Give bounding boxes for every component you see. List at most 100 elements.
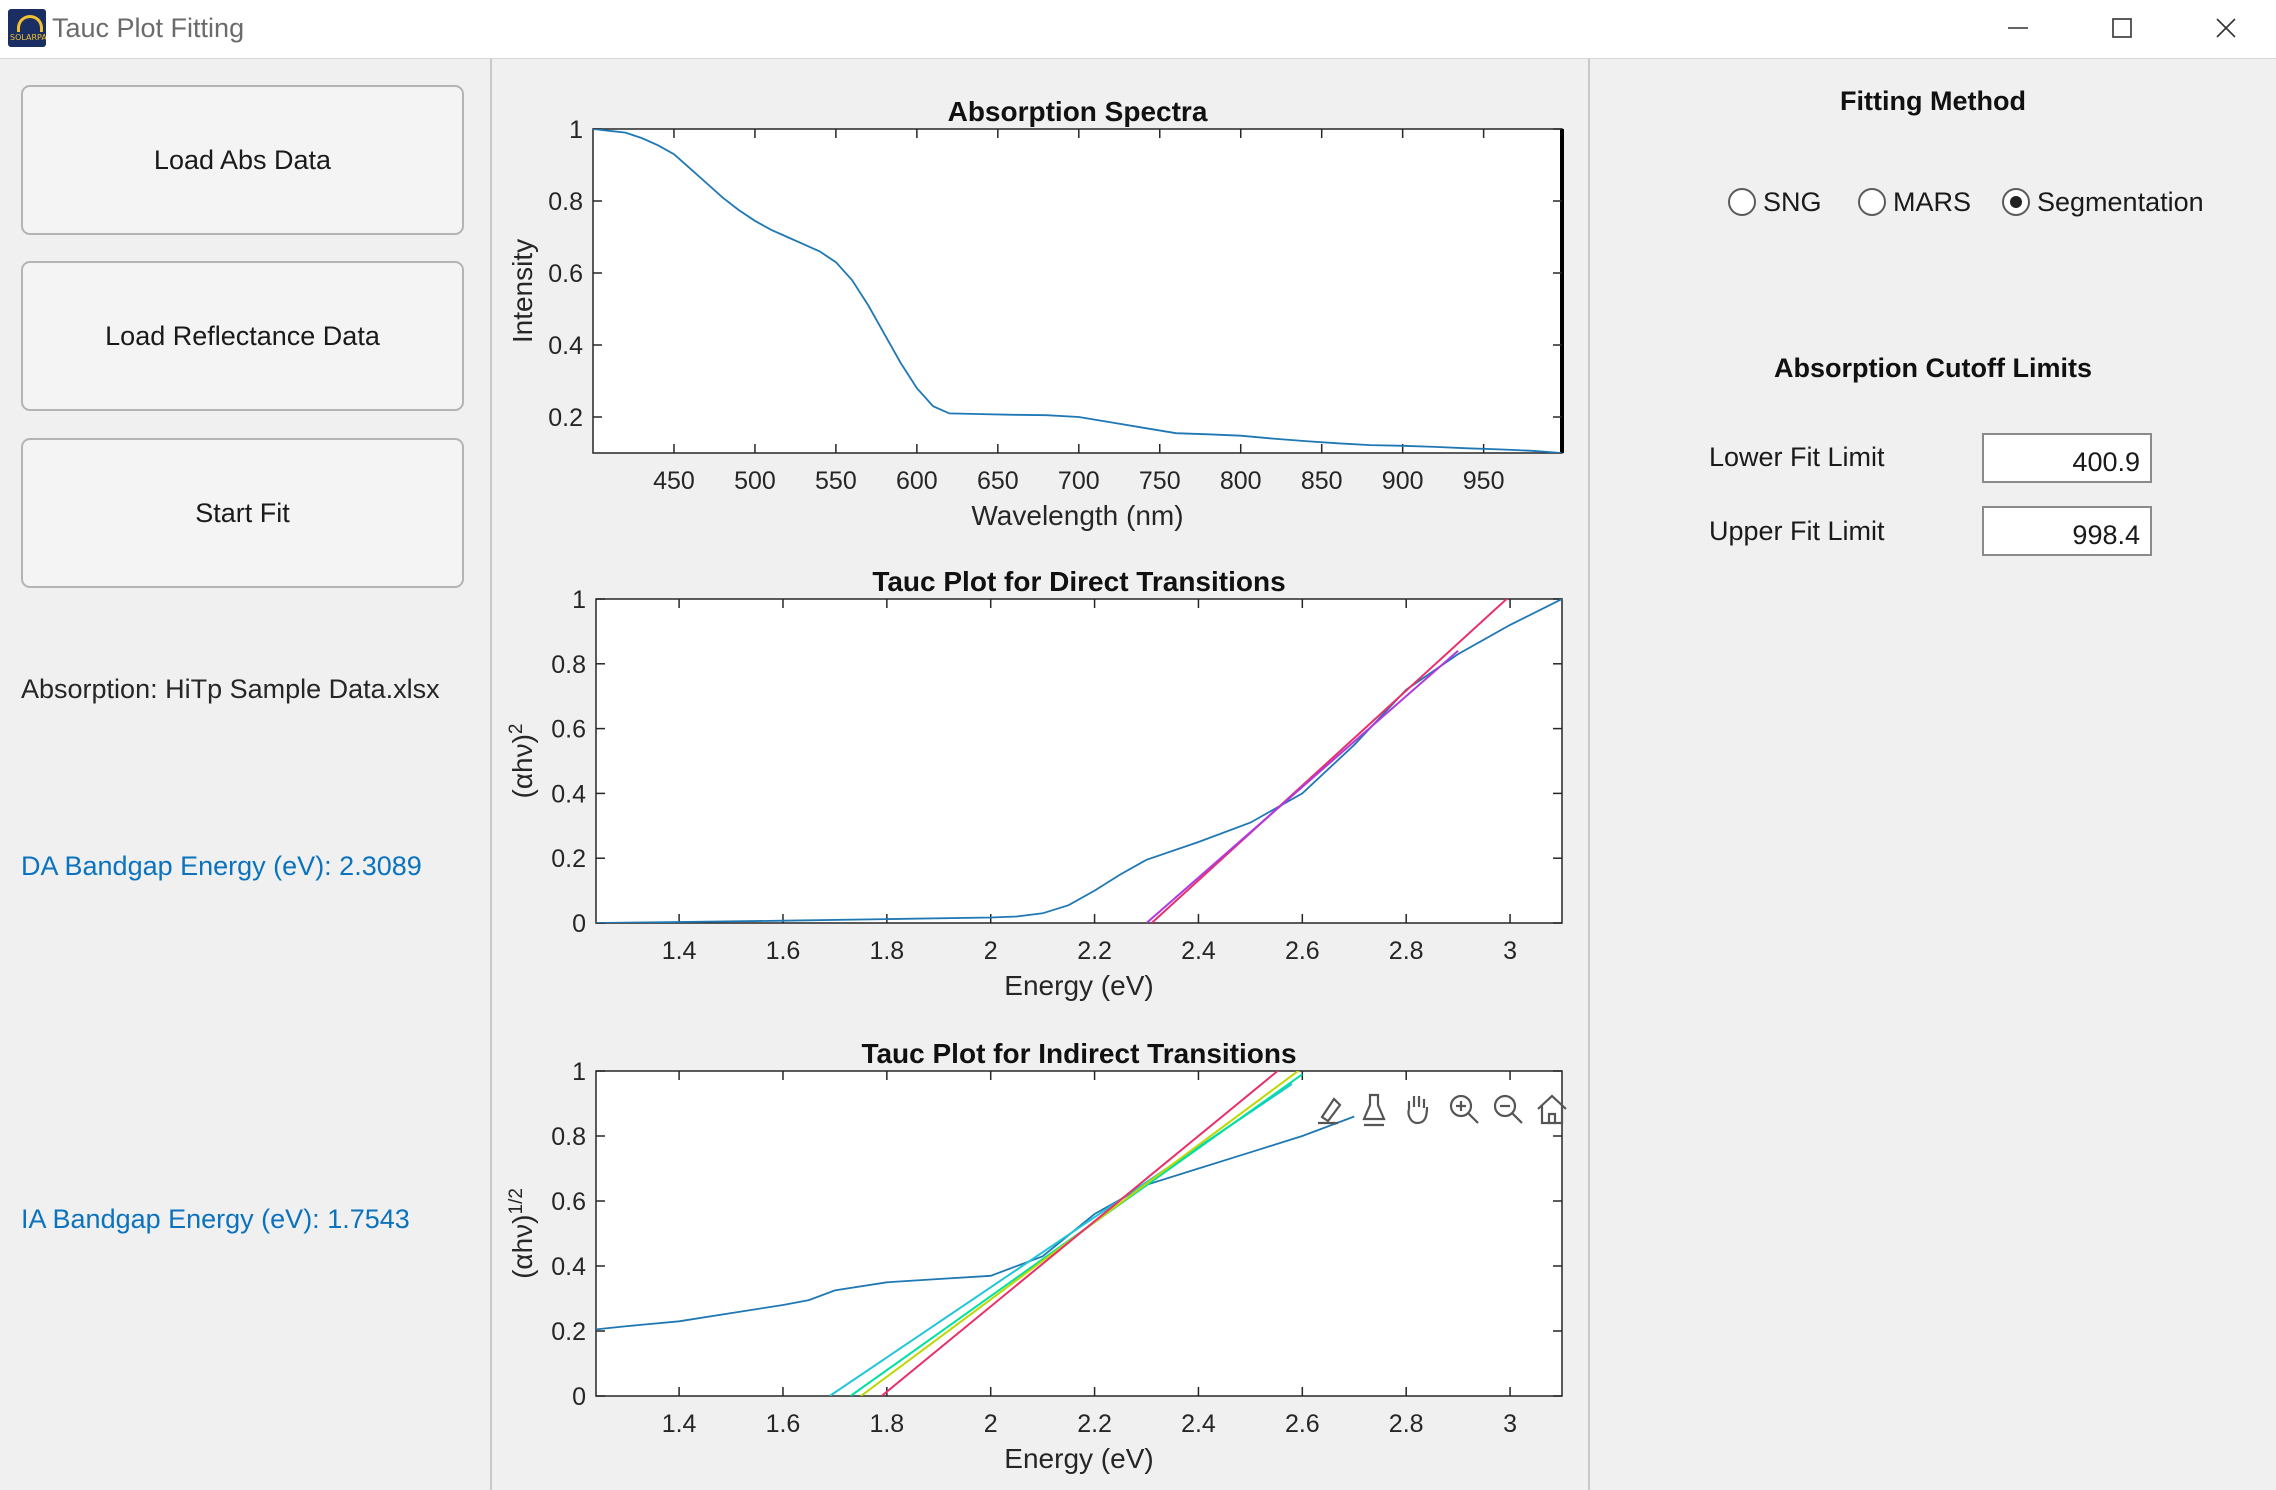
plot-area	[595, 598, 1563, 924]
y-axis-label-text: (αhν)	[507, 734, 538, 798]
chart-title: Tauc Plot for Indirect Transitions	[861, 1038, 1296, 1069]
upper-fit-limit-input[interactable]	[1982, 506, 2152, 556]
x-tick-label: 1.8	[869, 1410, 904, 1438]
y-axis-label: Intensity	[507, 239, 538, 343]
x-tick-label: 2.4	[1181, 937, 1216, 965]
x-tick-label: 3	[1503, 937, 1517, 965]
y-tick-label: 0.4	[548, 332, 583, 360]
plot-area	[592, 128, 1563, 454]
upper-fit-limit-label: Upper Fit Limit	[1709, 516, 1885, 546]
absorption-file-label: Absorption: HiTp Sample Data.xlsx	[21, 674, 440, 704]
x-tick-label: 1.8	[869, 937, 904, 965]
radio-circle-mars[interactable]	[1858, 188, 1886, 216]
maximize-icon	[2112, 18, 2132, 38]
y-tick-label: 0.6	[551, 716, 586, 744]
x-tick-label: 1.4	[662, 937, 697, 965]
chart-1: 450 500 550 600 650 700 750 800 850 900 950 0.2 0.4 0…	[507, 96, 1564, 531]
close-icon	[2216, 18, 2236, 38]
x-tick-label: 500	[734, 467, 776, 495]
app-logo-text: SOLARPAL	[10, 33, 46, 42]
axes-toolbar	[1318, 1093, 1567, 1127]
y-tick-label: 1	[572, 586, 586, 614]
load-abs-data-button[interactable]: Load Abs Data	[21, 85, 464, 235]
method-label-segmentation: Segmentation	[2037, 186, 2204, 217]
pan-icon[interactable]	[1407, 1096, 1429, 1125]
y-tick-label: 0.2	[551, 1318, 586, 1346]
radio-circle-segmentation[interactable]	[2002, 188, 2030, 216]
app-logo-icon: SOLARPAL	[8, 9, 46, 47]
y-tick-label: 0.6	[551, 1188, 586, 1216]
zoom-out-icon[interactable]	[1493, 1094, 1523, 1124]
x-tick-label: 1.6	[766, 937, 801, 965]
series-line-3	[1145, 650, 1459, 923]
x-tick-label: 2.2	[1077, 937, 1112, 965]
x-tick-label: 600	[896, 467, 938, 495]
zoom-in-icon[interactable]	[1449, 1094, 1479, 1124]
brush-export-icon[interactable]	[1318, 1097, 1342, 1125]
lower-fit-limit-label: Lower Fit Limit	[1709, 442, 1885, 472]
plots-canvas: 450 500 550 600 650 700 750 800 850 900 950 0.2 0.4 0…	[506, 96, 1567, 1474]
x-tick-label: 750	[1139, 467, 1181, 495]
y-tick-label: 0.4	[551, 1253, 586, 1281]
y-tick-label: 1	[569, 116, 583, 144]
x-tick-label: 950	[1463, 467, 1505, 495]
close-button[interactable]	[2180, 0, 2276, 58]
y-tick-label: 0.6	[548, 260, 583, 288]
y-tick-label: 0	[572, 910, 586, 938]
x-axis-label: Wavelength (nm)	[971, 500, 1183, 531]
fitting-method-title: Fitting Method	[1840, 86, 2026, 116]
settings-panel: Fitting Method SNG MARS Segmentation Abs…	[1590, 59, 2276, 1490]
y-axis-label-text: Intensity	[507, 239, 538, 343]
minimize-icon	[2008, 27, 2028, 29]
panel-divider	[1588, 59, 1590, 1490]
window-title: Tauc Plot Fitting	[52, 13, 245, 43]
controls-panel: Load Abs Data Load Reflectance Data Star…	[0, 59, 490, 1490]
y-tick-label: 0.8	[548, 188, 583, 216]
y-tick-label: 0.8	[551, 1123, 586, 1151]
series-line-1	[593, 129, 1562, 453]
minimize-button[interactable]	[1972, 0, 2068, 58]
x-tick-label: 650	[977, 467, 1019, 495]
y-tick-label: 0.2	[551, 845, 586, 873]
x-tick-label: 1.6	[766, 1410, 801, 1438]
x-tick-label: 3	[1503, 1410, 1517, 1438]
radio-circle-sng[interactable]	[1728, 188, 1756, 216]
x-tick-label: 900	[1382, 467, 1424, 495]
series-line-5	[880, 1071, 1280, 1396]
method-radio-sng[interactable]: SNG	[1728, 185, 1822, 219]
maximize-button[interactable]	[2076, 0, 2172, 58]
x-tick-label: 2	[984, 937, 998, 965]
chart-title: Absorption Spectra	[948, 96, 1208, 127]
y-axis-label-text: (αhν)	[507, 1215, 538, 1279]
chart-2: 1.4 1.6 1.8 2 2.2 2.4 2.6 2.8 3 0 0.2 0.4 0.6 0.8 1 Tau…	[506, 566, 1563, 1001]
x-tick-label: 2.2	[1077, 1410, 1112, 1438]
brush-icon[interactable]	[1362, 1093, 1386, 1127]
x-tick-label: 2	[984, 1410, 998, 1438]
x-tick-label: 450	[653, 467, 695, 495]
x-tick-label: 2.8	[1389, 937, 1424, 965]
panel-divider	[490, 59, 492, 1490]
start-fit-button[interactable]: Start Fit	[21, 438, 464, 588]
x-tick-label: 700	[1058, 467, 1100, 495]
x-tick-label: 2.8	[1389, 1410, 1424, 1438]
home-icon[interactable]	[1537, 1094, 1567, 1125]
y-tick-label: 0.4	[551, 780, 586, 808]
x-tick-label: 2.6	[1285, 937, 1320, 965]
chart-3: 1.4 1.6 1.8 2 2.2 2.4 2.6 2.8 3 0 0.2 0.4 0.6 0.8 1 Tau…	[506, 1038, 1563, 1474]
y-tick-label: 1	[572, 1058, 586, 1086]
x-tick-label: 850	[1301, 467, 1343, 495]
x-tick-label: 2.4	[1181, 1410, 1216, 1438]
method-label-sng: SNG	[1763, 186, 1822, 217]
load-reflectance-data-button[interactable]: Load Reflectance Data	[21, 261, 464, 411]
y-tick-label: 0	[572, 1383, 586, 1411]
lower-fit-limit-input[interactable]	[1982, 433, 2152, 483]
series-line-1	[596, 1115, 1355, 1331]
method-radio-mars[interactable]: MARS	[1858, 185, 1971, 219]
method-radio-segmentation[interactable]: Segmentation	[2002, 185, 2204, 219]
x-tick-label: 2.6	[1285, 1410, 1320, 1438]
x-axis-label: Energy (eV)	[1004, 970, 1153, 1001]
y-tick-label: 0.2	[548, 404, 583, 432]
method-label-mars: MARS	[1893, 186, 1972, 217]
cutoff-limits-title: Absorption Cutoff Limits	[1774, 353, 2092, 383]
plots-panel: 450 500 550 600 650 700 750 800 850 900 950 0.2 0.4 0…	[492, 59, 1588, 1490]
